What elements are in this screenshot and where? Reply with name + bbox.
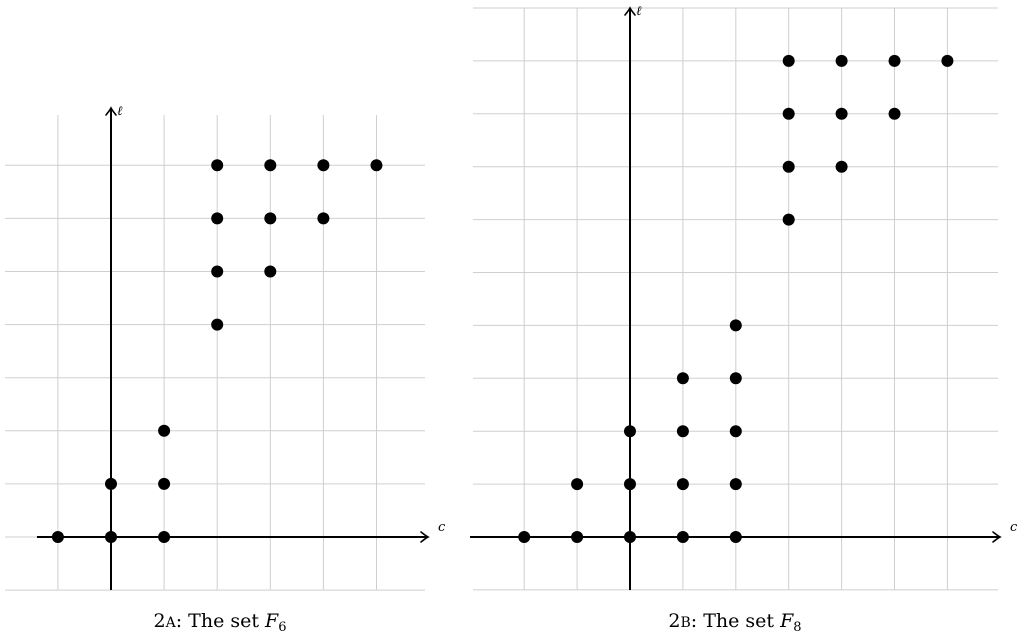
data-point <box>211 318 224 331</box>
data-point <box>782 160 795 173</box>
x-axis-arrowhead <box>992 531 1002 543</box>
data-point <box>317 159 330 172</box>
x-axis-arrowhead <box>420 531 430 543</box>
data-point <box>835 160 848 173</box>
data-point <box>211 265 224 278</box>
data-point <box>571 531 584 543</box>
data-point <box>624 531 636 543</box>
caption-b-prefix: 2 <box>668 610 680 632</box>
data-point <box>835 107 848 120</box>
y-axis-label-b: ℓ <box>636 4 642 19</box>
data-point <box>105 531 117 543</box>
plot-a: cℓ <box>5 104 446 591</box>
data-point <box>158 531 171 543</box>
data-point <box>264 159 277 172</box>
data-point <box>729 372 742 385</box>
caption-b-sub: 8 <box>793 620 801 635</box>
data-point <box>370 159 383 172</box>
data-point <box>941 54 954 67</box>
data-point <box>888 54 901 67</box>
data-point <box>782 213 795 226</box>
data-point <box>264 265 277 278</box>
data-point <box>624 425 636 438</box>
data-point <box>676 478 689 491</box>
data-point <box>729 425 742 438</box>
plot-b: cℓ <box>470 4 1018 591</box>
data-point <box>317 212 330 225</box>
data-point <box>624 478 636 491</box>
caption-a-set: F <box>264 610 279 632</box>
data-point <box>571 478 584 491</box>
caption-a-prefix: 2 <box>154 610 166 632</box>
data-point <box>729 478 742 491</box>
data-point <box>888 107 901 120</box>
data-point <box>105 477 117 490</box>
data-point <box>782 54 795 67</box>
caption-a-sub: 6 <box>278 620 286 635</box>
caption-a: 2A: The set F6 <box>154 610 287 635</box>
y-axis-arrowhead <box>624 6 636 16</box>
x-axis-label-a: c <box>438 520 446 535</box>
data-point <box>158 424 171 437</box>
caption-b-set: F <box>779 610 794 632</box>
data-point <box>729 531 742 543</box>
caption-a-tag: A <box>165 615 177 631</box>
data-point <box>676 531 689 543</box>
grid-b <box>473 7 998 591</box>
caption-a-text: : The set <box>176 610 265 632</box>
data-point <box>729 319 742 332</box>
data-point <box>782 107 795 120</box>
y-axis-arrowhead <box>105 106 117 116</box>
data-point <box>264 212 277 225</box>
data-point <box>835 54 848 67</box>
data-point <box>51 531 64 543</box>
data-point <box>211 212 224 225</box>
caption-b: 2B: The set F8 <box>668 610 801 635</box>
data-point <box>676 425 689 438</box>
caption-b-text: : The set <box>691 610 780 632</box>
data-point <box>158 477 171 490</box>
y-axis-label-a: ℓ <box>117 104 123 119</box>
data-point <box>518 531 531 543</box>
data-point <box>676 372 689 385</box>
caption-b-tag: B <box>681 615 691 631</box>
x-axis-label-b: c <box>1010 520 1018 535</box>
data-point <box>211 159 224 172</box>
grid-a <box>5 115 425 591</box>
